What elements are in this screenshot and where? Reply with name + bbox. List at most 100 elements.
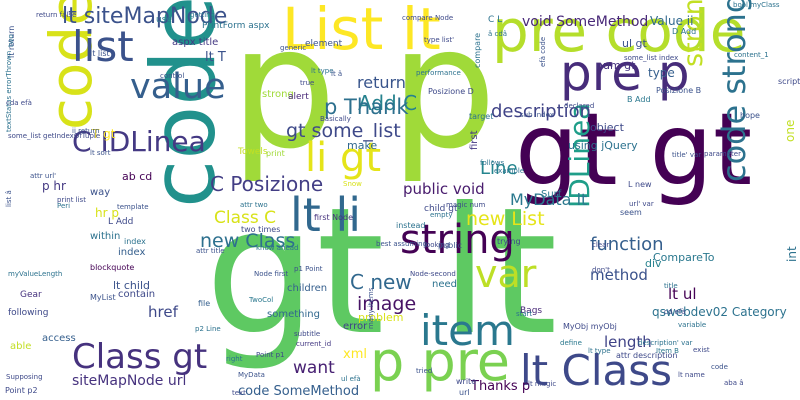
- word-131: instead: [396, 221, 426, 230]
- word-93: Posizione D: [428, 87, 474, 96]
- word-5: pre code: [492, 0, 746, 65]
- word-48: length: [604, 333, 652, 351]
- word-163: attr description: [616, 351, 678, 360]
- word-175: p1 Point: [294, 265, 323, 273]
- word-73: Surf: [541, 189, 562, 200]
- word-169: some_list getIndexOfTuple: [8, 132, 101, 140]
- word-77: aspx title: [172, 37, 219, 48]
- word-123: Node first: [254, 270, 289, 278]
- word-99: two times: [241, 225, 281, 234]
- word-57: strong: [262, 89, 294, 100]
- word-148: declared: [564, 102, 595, 110]
- word-28: p Thank: [324, 95, 409, 119]
- word-129: seem: [620, 208, 642, 217]
- word-35: new List: [466, 208, 545, 230]
- word-158: generic: [280, 44, 307, 52]
- word-80: use: [156, 15, 172, 25]
- word-32: C Posizione: [210, 172, 324, 196]
- word-125: myValueLength: [8, 270, 63, 278]
- word-2: p p: [230, 0, 497, 186]
- word-166: cda efà: [6, 99, 32, 107]
- word-106: MyObj myObj: [563, 322, 617, 331]
- word-173: many items: [367, 287, 375, 329]
- word-12: value: [130, 67, 226, 107]
- word-116: Basically: [320, 115, 351, 123]
- word-43: href: [148, 303, 178, 321]
- word-167: attr url': [30, 172, 57, 180]
- word-96: target: [469, 112, 494, 121]
- word-118: control: [160, 72, 185, 80]
- word-90: file: [198, 299, 211, 308]
- word-190: attr title: [196, 247, 225, 255]
- word-141: lt magic: [528, 380, 557, 388]
- word-180: looking: [424, 241, 450, 249]
- word-37: new Class: [200, 230, 296, 252]
- word-45: xml: [343, 347, 367, 362]
- word-46: siteMapNode url: [72, 373, 187, 389]
- word-108: lt list: [90, 49, 110, 58]
- word-105: C L: [488, 15, 503, 25]
- word-122: p2 Line: [195, 325, 221, 333]
- word-160: lt name: [678, 371, 705, 379]
- word-171: Point p2: [5, 386, 38, 395]
- word-1: gt lt: [205, 171, 558, 374]
- word-109: script: [778, 77, 800, 86]
- word-50: CompareTo: [653, 251, 715, 264]
- word-38: function: [590, 234, 664, 255]
- word-159: getting: [190, 11, 216, 19]
- word-81: alert: [288, 92, 309, 102]
- word-137: start: [516, 310, 533, 318]
- word-188: title: [664, 282, 678, 290]
- word-23: lt siteMapNode: [62, 4, 228, 29]
- word-66: children: [287, 283, 328, 294]
- word-181: best assuming: [376, 240, 428, 248]
- word-136: tried: [416, 367, 433, 375]
- word-110: content_1: [734, 51, 769, 59]
- word-107: L new: [628, 180, 652, 189]
- word-13: li gt: [305, 135, 382, 181]
- word-101: child gt: [424, 204, 458, 214]
- word-177: return false: [36, 11, 77, 19]
- word-85: access: [42, 333, 76, 344]
- word-124: TwoCol: [249, 296, 274, 304]
- word-91: compare: [473, 32, 482, 68]
- word-44: want: [293, 358, 335, 378]
- word-127: right: [226, 355, 243, 363]
- word-100: first Node: [314, 213, 354, 222]
- word-92: Posizione B: [656, 86, 702, 95]
- word-152: parameter: [704, 150, 741, 158]
- word-126: Supposing: [6, 373, 43, 381]
- word-68: error: [343, 321, 368, 332]
- word-53: T gt: [92, 127, 116, 141]
- word-178: ii return: [72, 127, 100, 135]
- word-10: lt li: [290, 188, 361, 242]
- word-61: object: [590, 121, 624, 134]
- word-117: performance: [416, 69, 461, 77]
- word-89: MyList: [90, 293, 116, 302]
- word-134: variable: [678, 321, 707, 329]
- word-132: public: [438, 241, 463, 250]
- word-36: Class C: [214, 208, 276, 228]
- word-78: PrintForm aspx: [202, 21, 270, 31]
- word-59: ul gt: [622, 37, 647, 50]
- word-41: C new: [350, 270, 412, 294]
- word-39: method: [590, 266, 648, 284]
- word-139: url: [459, 388, 470, 397]
- word-142: lt type: [588, 347, 611, 355]
- word-29: gt some_list: [286, 120, 401, 142]
- word-146: magic num: [446, 201, 486, 209]
- word-176: two: [7, 34, 15, 47]
- word-15: Class gt: [72, 337, 208, 377]
- word-135: exist: [693, 346, 710, 354]
- word-183: true: [300, 79, 315, 87]
- word-3: gt gt: [515, 91, 753, 208]
- word-86: able: [10, 341, 32, 352]
- word-187: MyData: [238, 371, 265, 379]
- word-52: lt T: [205, 50, 226, 65]
- word-192: cd efà: [664, 308, 686, 316]
- word-104: blockquote: [90, 263, 135, 272]
- word-64: div: [645, 257, 662, 270]
- word-164: efà code: [539, 36, 547, 67]
- word-182: empty: [430, 211, 453, 219]
